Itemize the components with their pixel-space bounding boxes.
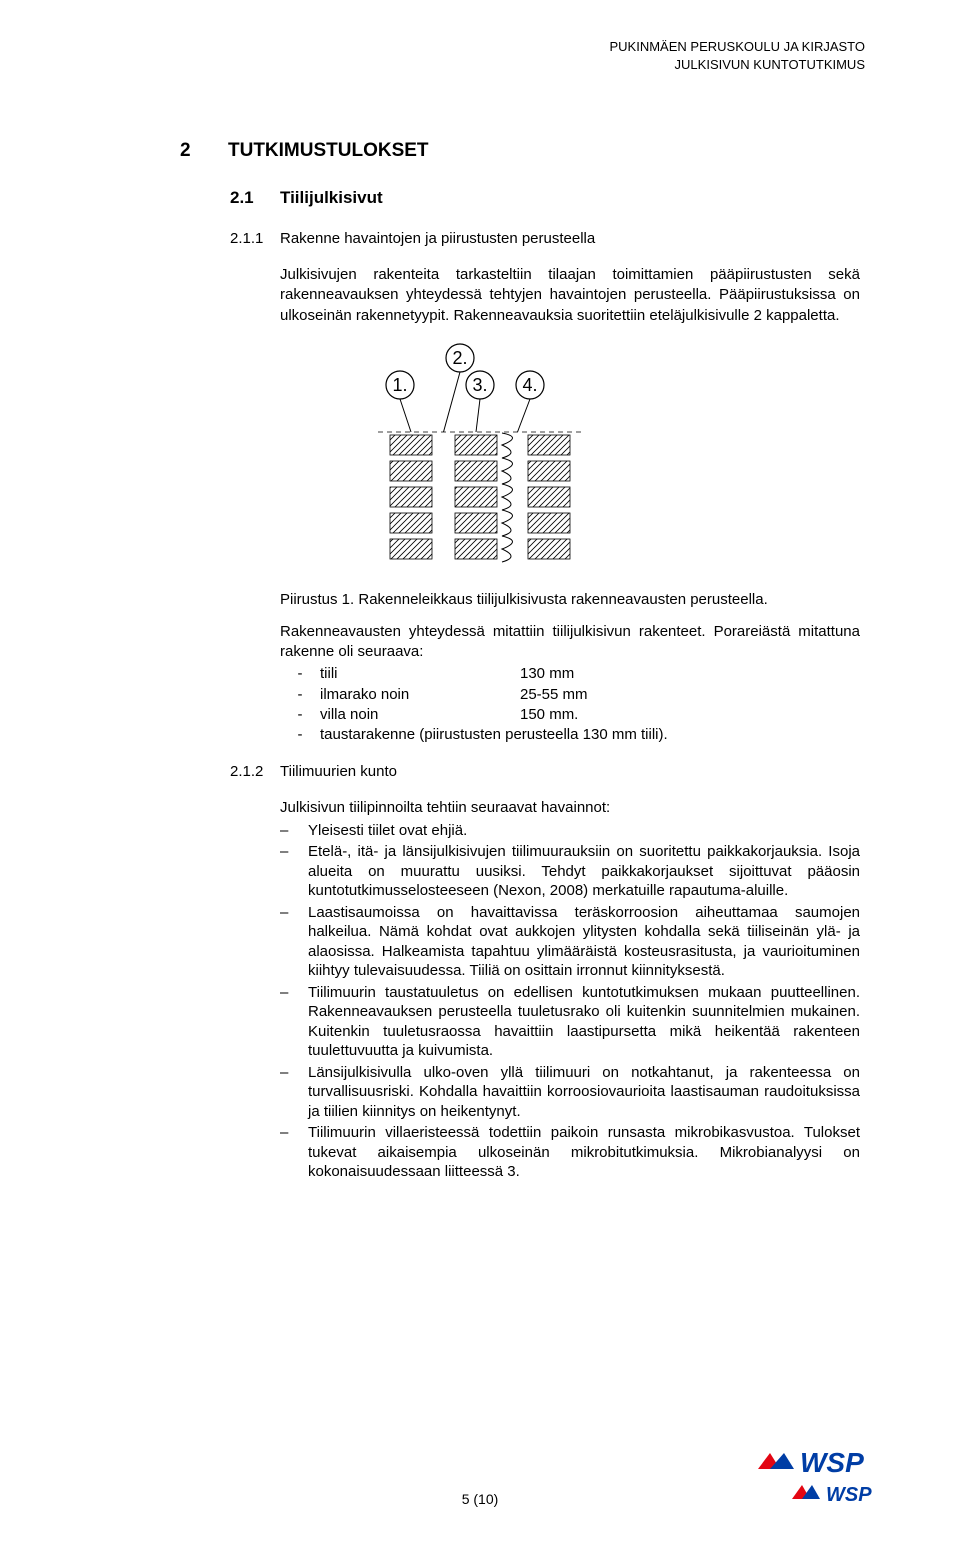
dash: –	[280, 983, 308, 1061]
measurement-list: -tiili130 mm-ilmarako noin25-55 mm-villa…	[280, 664, 860, 745]
list-item: –Yleisesti tiilet ovat ehjiä.	[280, 821, 860, 841]
measure-label: ilmarako noin	[320, 685, 520, 705]
h3-number: 2.1.2	[230, 763, 280, 780]
dash: –	[280, 842, 308, 901]
wsp-logo: WSP WSP	[750, 1447, 890, 1522]
figure-caption: Piirustus 1. Rakenneleikkaus tiilijulkis…	[280, 591, 860, 608]
svg-text:WSP: WSP	[800, 1447, 864, 1478]
dash: –	[280, 903, 308, 981]
cross-section-diagram: 1. 2.3. 4.	[370, 340, 860, 575]
measure-value: 130 mm	[520, 664, 574, 684]
measure-label: tiili	[320, 664, 520, 684]
paragraph: Julkisivun tiilipinnoilta tehtiin seuraa…	[280, 798, 860, 818]
dash: –	[280, 1123, 308, 1182]
list-item: –Laastisaumoissa on havaittavissa teräsk…	[280, 903, 860, 981]
measure-label: taustarakenne (piirustusten perusteella …	[320, 725, 668, 745]
observation-list: –Yleisesti tiilet ovat ehjiä.–Etelä-, it…	[280, 821, 860, 1182]
document-body: 2TUTKIMUSTULOKSET 2.1Tiilijulkisivut 2.1…	[180, 140, 860, 1184]
list-item: –Länsijulkisivulla ulko-oven yllä tiilim…	[280, 1063, 860, 1122]
header-line2: JULKISIVUN KUNTOTUTKIMUS	[610, 56, 866, 74]
dash: -	[280, 664, 320, 684]
h1-text: TUTKIMUSTULOKSET	[228, 140, 429, 161]
bullet-text: Tiilimuurin villaeristeessä todettiin pa…	[308, 1123, 860, 1182]
heading-3: 2.1.2Tiilimuurien kunto	[230, 763, 860, 780]
dash: –	[280, 1063, 308, 1122]
bullet-text: Länsijulkisivulla ulko-oven yllä tiilimu…	[308, 1063, 860, 1122]
heading-2: 2.1Tiilijulkisivut	[230, 188, 860, 208]
document-header: PUKINMÄEN PERUSKOULU JA KIRJASTO JULKISI…	[610, 38, 866, 73]
measure-label: villa noin	[320, 705, 520, 725]
dash: -	[280, 685, 320, 705]
measurement-row: -villa noin150 mm.	[280, 705, 860, 725]
list-item: –Etelä-, itä- ja länsijulkisivujen tiili…	[280, 842, 860, 901]
bullet-text: Tiilimuurin taustatuuletus on edellisen …	[308, 983, 860, 1061]
paragraph: Julkisivujen rakenteita tarkasteltiin ti…	[280, 265, 860, 326]
h2-text: Tiilijulkisivut	[280, 188, 383, 207]
bullet-text: Laastisaumoissa on havaittavissa teräsko…	[308, 903, 860, 981]
bullet-text: Yleisesti tiilet ovat ehjiä.	[308, 821, 860, 841]
svg-text:4.: 4.	[522, 375, 537, 395]
svg-text:WSP: WSP	[826, 1484, 872, 1506]
list-item: –Tiilimuurin villaeristeessä todettiin p…	[280, 1123, 860, 1182]
heading-1: 2TUTKIMUSTULOKSET	[180, 140, 860, 162]
diagram-svg: 1. 2.3. 4.	[370, 340, 620, 570]
header-line1: PUKINMÄEN PERUSKOULU JA KIRJASTO	[610, 38, 866, 56]
measurement-row: -tiili130 mm	[280, 664, 860, 684]
list-item: –Tiilimuurin taustatuuletus on edellisen…	[280, 983, 860, 1061]
svg-text:3.: 3.	[472, 375, 487, 395]
paragraph: Rakenneavausten yhteydessä mitattiin tii…	[280, 622, 860, 663]
measurement-row: -ilmarako noin25-55 mm	[280, 685, 860, 705]
h1-number: 2	[180, 140, 228, 162]
logo-svg: WSP WSP	[750, 1447, 890, 1517]
bullet-text: Etelä-, itä- ja länsijulkisivujen tiilim…	[308, 842, 860, 901]
dash: -	[280, 705, 320, 725]
h3-text: Rakenne havaintojen ja piirustusten peru…	[280, 230, 595, 247]
h3-number: 2.1.1	[230, 230, 280, 247]
dash: –	[280, 821, 308, 841]
h3-text: Tiilimuurien kunto	[280, 763, 397, 780]
svg-text:2.: 2.	[452, 348, 467, 368]
svg-text:1.: 1.	[392, 375, 407, 395]
heading-3: 2.1.1Rakenne havaintojen ja piirustusten…	[230, 230, 860, 247]
measure-value: 150 mm.	[520, 705, 578, 725]
dash: -	[280, 725, 320, 745]
h2-number: 2.1	[230, 188, 280, 208]
measure-value: 25-55 mm	[520, 685, 588, 705]
measurement-row: -taustarakenne (piirustusten perusteella…	[280, 725, 860, 745]
